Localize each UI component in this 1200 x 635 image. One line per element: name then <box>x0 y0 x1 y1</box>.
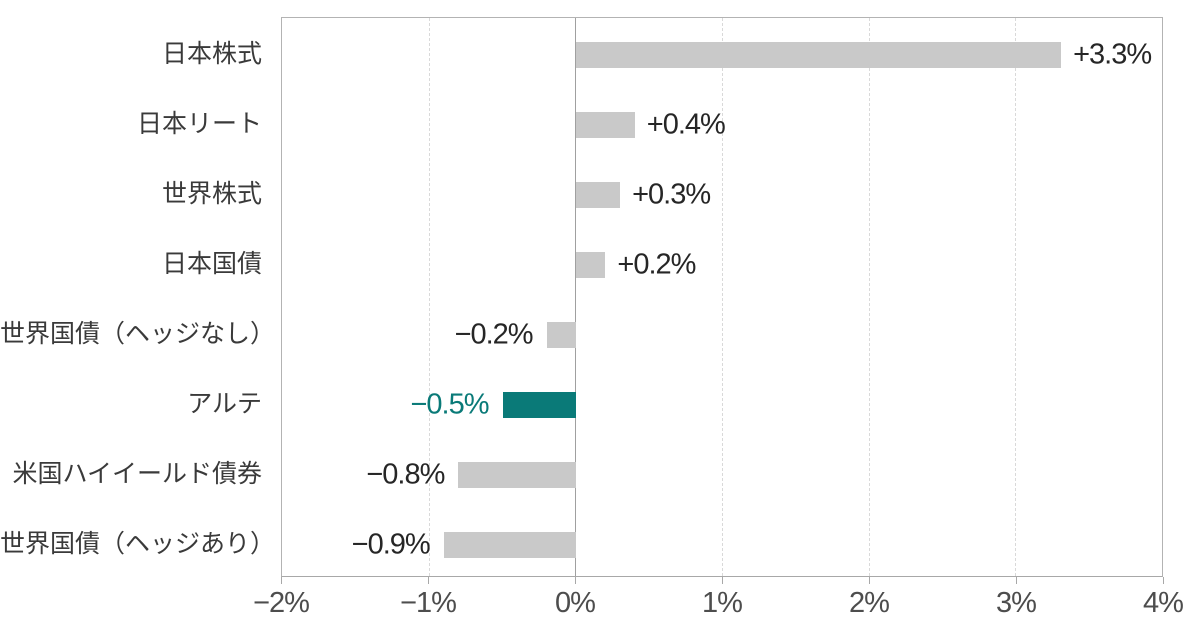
x-tick <box>428 577 429 584</box>
category-label: 世界国債（ヘッジなし） <box>0 320 276 348</box>
x-axis: −2% −1% 0% 1% 2% 3% 4% <box>253 577 1184 635</box>
x-tick <box>1163 577 1164 584</box>
x-tick <box>1016 577 1017 584</box>
x-tick-label: 1% <box>702 587 743 619</box>
x-tick-label: −2% <box>253 587 310 619</box>
value-label: +0.2% <box>617 248 696 281</box>
category-label: 世界株式 <box>161 180 262 208</box>
bar <box>576 112 635 138</box>
category-axis: 日本株式日本リート世界株式日本国債世界国債（ヘッジなし） アルテ米国ハイイールド債… <box>0 0 276 635</box>
bar <box>546 322 576 348</box>
x-tick <box>575 577 576 584</box>
x-tick <box>722 577 723 584</box>
value-label: +3.3% <box>1073 38 1152 71</box>
bar-highlighted <box>502 392 576 418</box>
bar <box>576 252 606 278</box>
category-label: 日本リート <box>136 110 262 138</box>
category-label: 米国ハイイールド債券 <box>12 460 262 488</box>
category-label: 日本株式 <box>161 40 262 68</box>
x-tick-label: −1% <box>400 587 457 619</box>
category-label: 日本国債 <box>161 250 262 278</box>
value-label: +0.4% <box>646 108 726 141</box>
zero-line <box>575 18 577 576</box>
x-tick-label: 2% <box>849 587 890 619</box>
gridline <box>428 18 430 576</box>
category-label: 世界国債（ヘッジあり） <box>0 530 276 558</box>
bar <box>576 182 621 208</box>
value-label: −0.9% <box>351 528 431 561</box>
plot-area: +3.3% +0.4% +0.3% +0.2% −0.2% −0.5% −0.8% −0.9% <box>281 17 1163 577</box>
bar <box>443 532 576 558</box>
bar <box>576 42 1062 68</box>
x-tick-label: 4% <box>1143 587 1184 619</box>
gridline <box>722 18 723 576</box>
x-tick-label: 3% <box>996 587 1037 619</box>
value-label: −0.8% <box>366 458 445 491</box>
gridline <box>1015 18 1017 576</box>
bar <box>458 462 576 488</box>
value-label: −0.5% <box>410 388 489 421</box>
x-tick <box>869 577 870 584</box>
gridline <box>868 18 870 576</box>
x-tick <box>281 577 282 584</box>
value-label: −0.2% <box>454 318 534 351</box>
x-tick-label: 0% <box>555 587 596 619</box>
value-label: +0.3% <box>632 178 711 211</box>
category-label: アルテ <box>187 390 262 418</box>
